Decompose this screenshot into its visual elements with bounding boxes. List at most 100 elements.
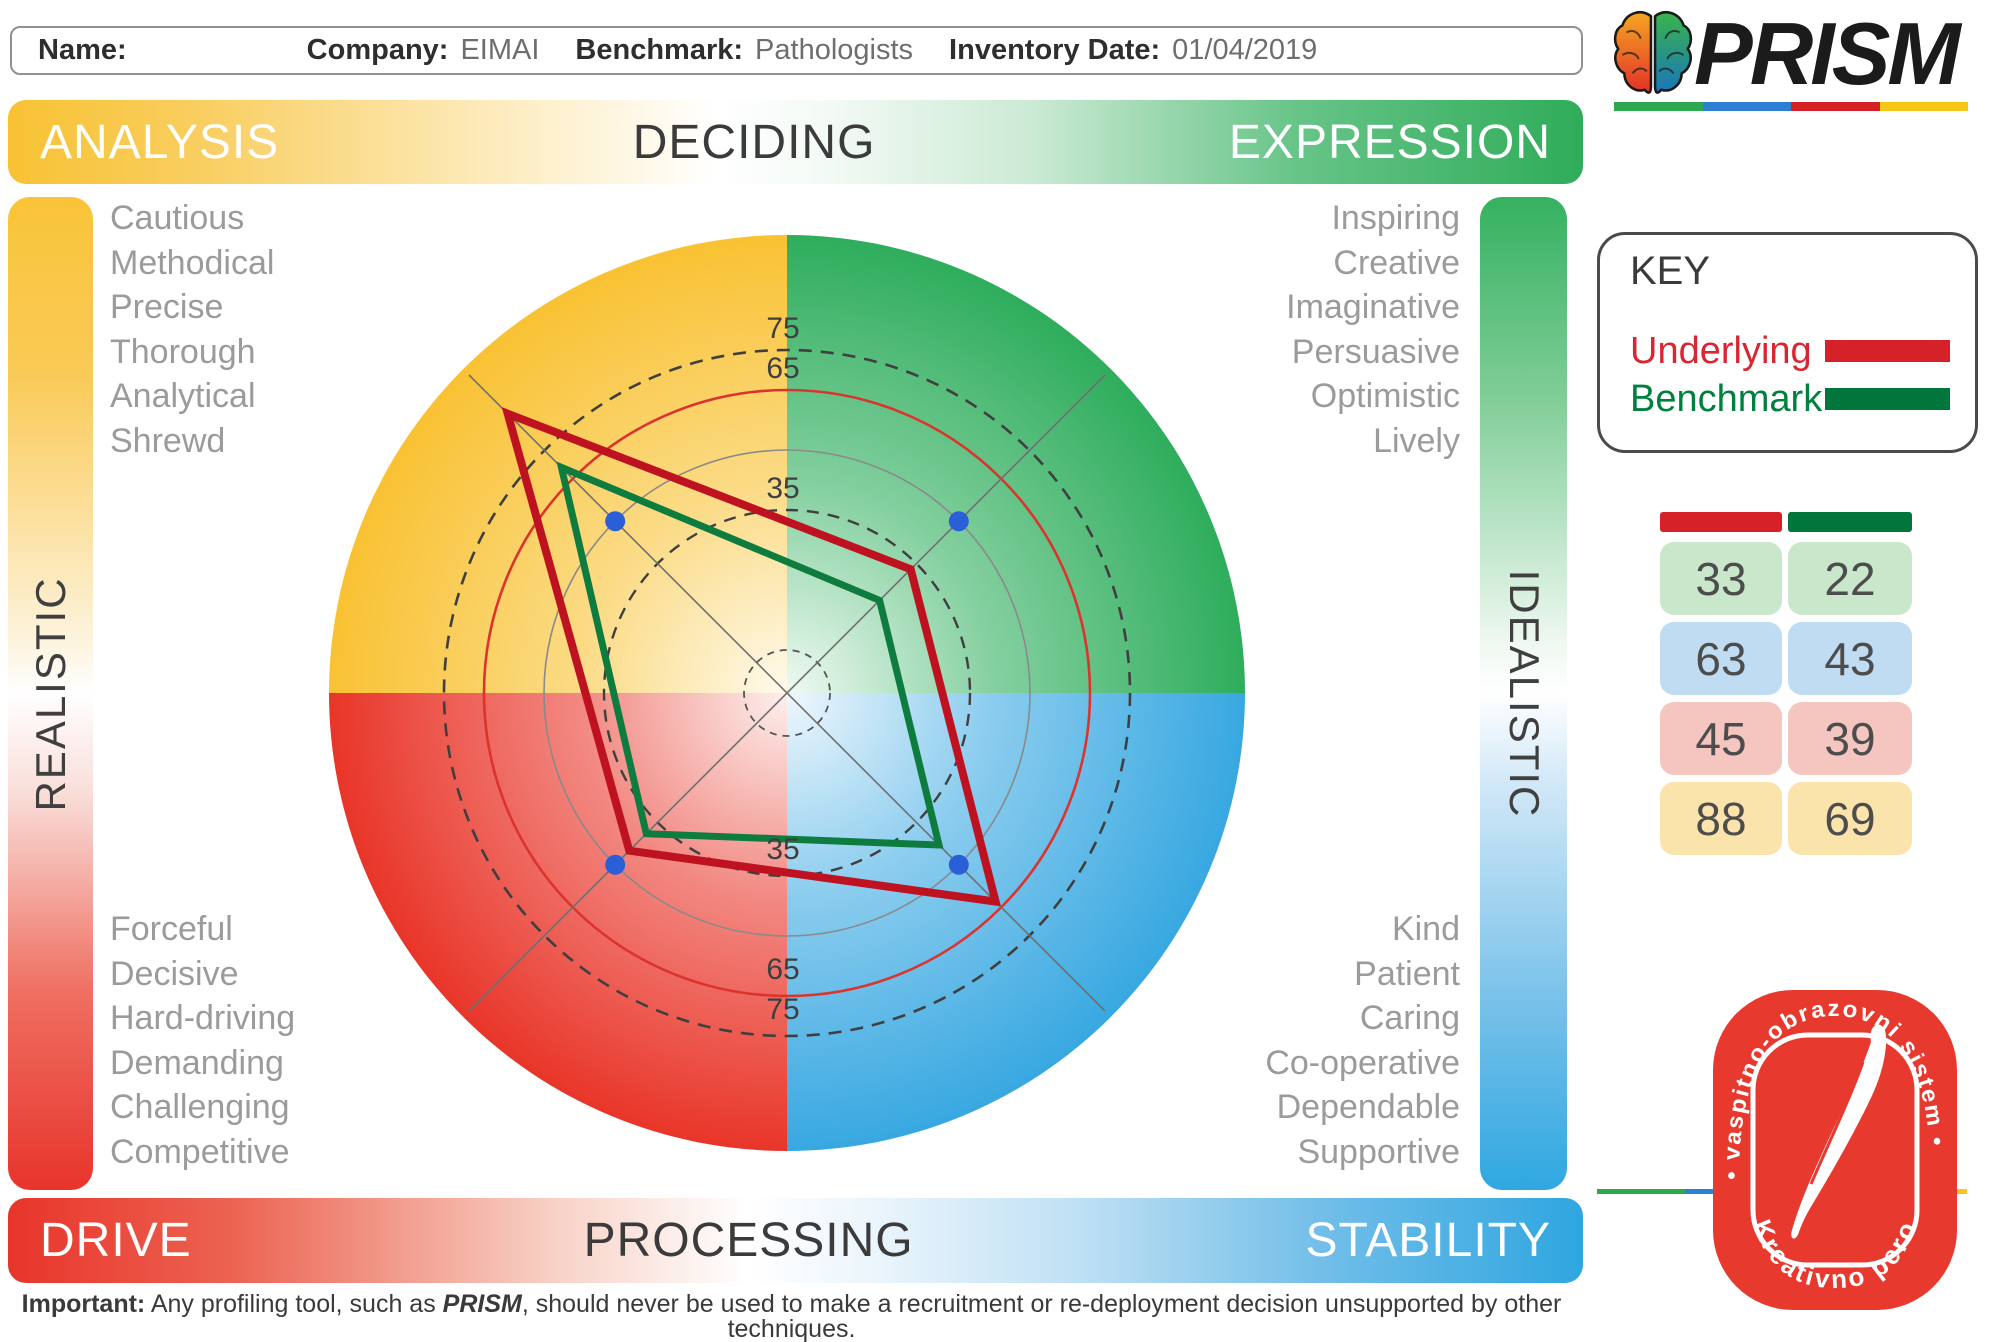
logo-underline-segment [1614, 102, 1703, 111]
ring-65 [482, 388, 1092, 998]
score-header-benchmark [1788, 512, 1912, 532]
trait-word: Forceful [110, 910, 233, 948]
kreativno-pero-stamp: • vaspitno-obrazovni sistem • Kreativno … [1713, 990, 1957, 1310]
trait-word: Thorough [110, 332, 256, 371]
trait-list-stability: Kind Patient Caring Co-operative Dependable S… [1265, 907, 1460, 1174]
ring-label-75-bottom: 75 [766, 993, 799, 1026]
key-underlying-swatch [1825, 340, 1950, 362]
score-cell-benchmark: 43 [1788, 622, 1912, 695]
feather-spine [1809, 1061, 1865, 1185]
trait-word: Analytical [110, 377, 256, 415]
footer-disclaimer: Important: Any profiling tool, such as P… [0, 1292, 1583, 1342]
ring-label-35-top: 35 [766, 472, 799, 505]
inventory-date-label: Inventory Date: [949, 34, 1161, 66]
trait-word: Creative [1333, 243, 1460, 282]
key-title: KEY [1630, 249, 1711, 293]
score-row-drive: 45 39 [1660, 702, 1912, 775]
ring-label-75-top: 75 [766, 312, 799, 345]
trait-word: Challenging [110, 1088, 290, 1126]
score-row-analysis: 88 69 [1660, 782, 1912, 855]
ring-label-65-bottom: 65 [766, 953, 799, 986]
feather-icon [1791, 1024, 1887, 1239]
footer: Important: Any profiling tool, such as P… [0, 1292, 1583, 1342]
quadrant-label-expression: EXPRESSION [1228, 115, 1551, 169]
prism-logo-text: PRISM [1694, 4, 1961, 103]
profile-meta-bar: Name: Company: EIMAI Benchmark: Patholog… [10, 26, 1583, 75]
trait-word: Methodical [110, 243, 275, 282]
reference-dot-stability [948, 854, 969, 875]
footer-text: , should never be used to make a recruit… [521, 1290, 1562, 1342]
score-header-underlying [1660, 512, 1782, 532]
trait-word: Co-operative [1265, 1043, 1460, 1082]
trait-list-drive: Forceful Decisive Hard-driving Demanding Cha… [110, 907, 295, 1174]
score-row-stability: 63 43 [1660, 622, 1912, 695]
trait-word: Inspiring [1331, 199, 1460, 237]
trait-word: Supportive [1297, 1132, 1460, 1171]
key-box: KEY Underlying Benchmark [1597, 232, 1978, 453]
score-cell-underlying: 88 [1660, 782, 1782, 855]
key-underlying-label: Underlying [1630, 330, 1812, 372]
bottom-axis-bar: DRIVE PROCESSING STABILITY [8, 1198, 1583, 1283]
footer-text: Any profiling tool, such as [145, 1290, 443, 1318]
brain-logo-icon [1613, 11, 1693, 94]
quadrant-label-drive: DRIVE [40, 1214, 192, 1267]
stamp-inner-border [1750, 1032, 1920, 1268]
right-axis-rail: IDEALISTIC [1480, 197, 1567, 1190]
logo-underline-segment [1702, 102, 1791, 111]
score-cell-underlying: 63 [1660, 622, 1782, 695]
ring-label-65-top: 65 [766, 352, 799, 385]
company-value: EIMAI [460, 34, 540, 66]
benchmark-value: Pathologists [755, 34, 914, 66]
ring-75 [442, 348, 1132, 1038]
trait-word: Imaginative [1286, 288, 1460, 326]
ring-50 [543, 449, 1031, 937]
underlying-polygon [501, 407, 1001, 907]
footer-important-label: Important: [21, 1290, 146, 1318]
trait-word: Cautious [110, 199, 245, 237]
reference-dot-drive [605, 854, 626, 875]
score-cell-benchmark: 69 [1788, 782, 1912, 855]
score-table-rows: 33 22 63 43 45 39 88 69 [1660, 542, 1912, 862]
trait-word: Persuasive [1291, 332, 1460, 371]
prism-radar-chart: 35 35 65 65 75 75 [329, 235, 1245, 1151]
key-benchmark-swatch [1825, 388, 1950, 410]
trait-word: Kind [1391, 910, 1460, 948]
name-label: Name: [38, 34, 127, 66]
key-benchmark-label: Benchmark [1630, 378, 1823, 420]
trait-word: Caring [1359, 999, 1460, 1037]
footer-prism-word: PRISM [442, 1290, 522, 1318]
score-cell-underlying: 45 [1660, 702, 1782, 775]
trait-word: Precise [110, 288, 224, 326]
benchmark-label: Benchmark: [575, 34, 744, 66]
logo-underline-segment [1791, 102, 1880, 111]
trait-word: Competitive [110, 1132, 290, 1171]
score-row-expression: 33 22 [1660, 542, 1912, 615]
axis-label-processing: PROCESSING [583, 1214, 914, 1267]
trait-word: Patient [1354, 954, 1460, 993]
stamp-bottom-text: Kreativno pero [1747, 1215, 1920, 1294]
reference-dot-analysis [605, 511, 626, 532]
trait-word: Decisive [110, 954, 239, 993]
left-axis-rail: REALISTIC [8, 197, 93, 1190]
score-cell-underlying: 33 [1660, 542, 1782, 615]
logo-underline-segment [1879, 102, 1968, 111]
inventory-date-value: 01/04/2019 [1172, 34, 1318, 66]
trait-word: Demanding [110, 1043, 284, 1082]
axis-label-realistic: REALISTIC [26, 575, 74, 812]
ring-label-35-bottom: 35 [766, 833, 799, 866]
benchmark-polygon [556, 461, 944, 849]
svg-text:Kreativno pero: Kreativno pero [1747, 1215, 1923, 1294]
trait-word: Lively [1373, 421, 1460, 460]
score-cell-benchmark: 22 [1788, 542, 1912, 615]
trait-list-expression: Inspiring Creative Imaginative Persuasive Op… [1286, 196, 1460, 463]
axis-label-idealistic: IDEALISTIC [1500, 569, 1548, 818]
trait-word: Optimistic [1310, 377, 1460, 415]
stamp-line-left [1597, 1189, 1713, 1194]
quadrant-label-stability: STABILITY [1305, 1214, 1551, 1267]
ring-35 [602, 508, 972, 878]
score-cell-benchmark: 39 [1788, 702, 1912, 775]
logo-underline-bar [1614, 102, 1968, 111]
ring-0 [743, 649, 831, 737]
trait-list-analysis: Cautious Methodical Precise Thorough Analyti… [110, 196, 274, 463]
